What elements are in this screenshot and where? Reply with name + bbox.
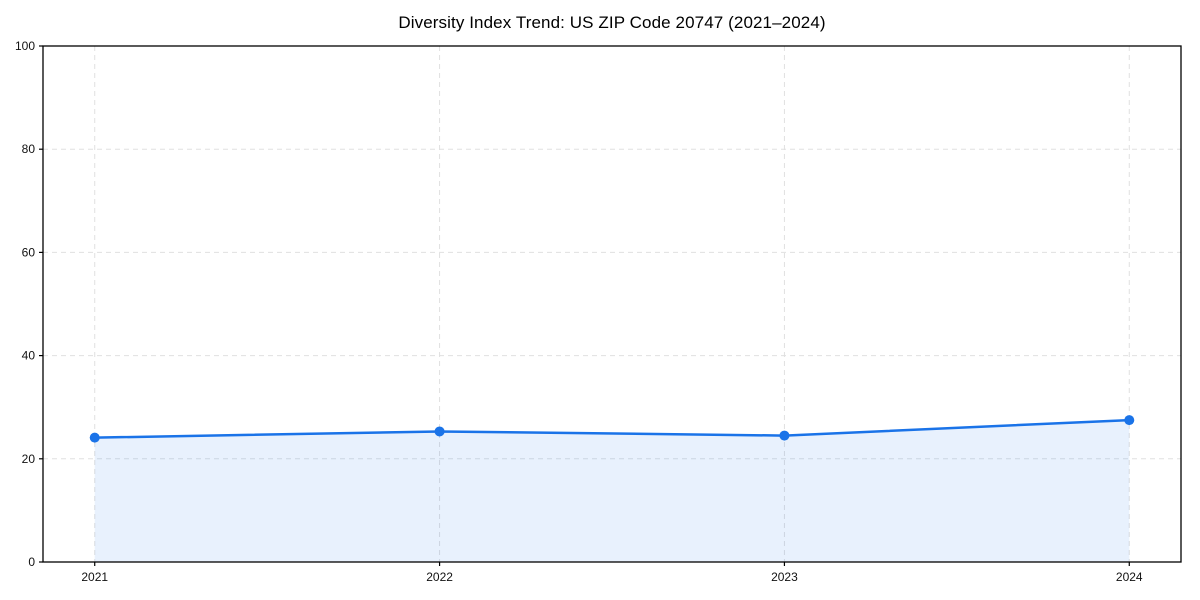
data-point-2024	[1124, 415, 1135, 426]
x-tick-label: 2024	[1116, 570, 1143, 584]
data-point-2022	[434, 426, 445, 437]
x-tick-label: 2023	[771, 570, 798, 584]
data-point-2023	[779, 430, 790, 441]
data-point-2021	[89, 432, 100, 443]
y-tick-label: 40	[22, 349, 36, 363]
y-tick-label: 0	[28, 555, 35, 569]
x-tick-label: 2022	[426, 570, 453, 584]
y-tick-label: 100	[15, 39, 35, 53]
trend-line	[93, 418, 1131, 439]
y-tick-label: 20	[22, 452, 36, 466]
x-tick-label: 2021	[81, 570, 108, 584]
chart-title: Diversity Index Trend: US ZIP Code 20747…	[398, 13, 826, 32]
area-fill	[94, 420, 1130, 562]
y-tick-label: 60	[22, 245, 36, 259]
y-tick-label: 80	[22, 142, 36, 156]
axis-frame	[42, 45, 1182, 563]
